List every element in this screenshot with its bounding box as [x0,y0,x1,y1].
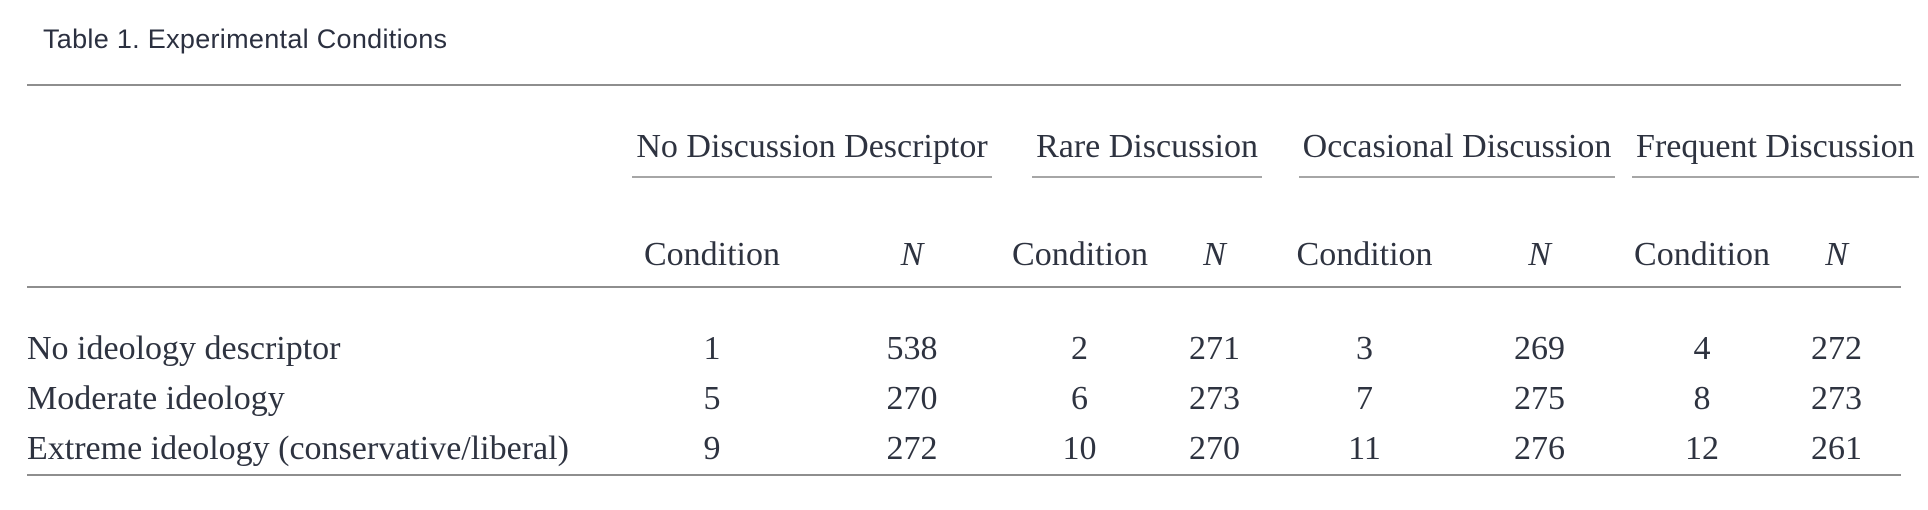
condition-value: 7 [1356,380,1374,417]
condition-value: 12 [1632,424,1773,476]
n-value: 272 [812,424,1013,476]
condition-value: 4 [1693,330,1711,367]
n-value: 271 [1189,330,1241,367]
subheader-row: Condition N Condition N Condition N Cond… [27,178,1902,288]
condition-value: 1 [703,330,721,367]
condition-value: 11 [1282,424,1448,476]
group-header-rare-discussion: Rare Discussion [1012,85,1282,178]
subheader-condition: Condition [1632,178,1773,288]
row-label: Moderate ideology [27,380,285,417]
group-header-no-discussion: No Discussion Descriptor [612,85,1012,178]
subheader-n: N [1447,178,1633,288]
condition-value: 6 [1071,380,1089,417]
stub-subheader-cell [27,178,612,288]
n-value: 538 [886,330,938,367]
group-header-frequent-discussion: Frequent Discussion [1632,85,1919,178]
n-value: 272 [1811,330,1863,367]
condition-value: 10 [1012,424,1148,476]
table-row-extreme-ideology: Extreme ideology (conservative/liberal) … [27,424,1902,476]
experimental-conditions-table-wrap: No Discussion Descriptor Rare Discussion… [27,84,1919,476]
subheader-n: N [1147,178,1283,288]
table-row-no-ideology: No ideology descriptor 1 538 2 271 3 269… [27,287,1901,374]
subheader-condition: Condition [1282,178,1448,288]
subheader-condition: Condition [612,178,812,288]
table-row-moderate-ideology: Moderate ideology 5 270 6 273 7 275 8 27… [27,374,1901,424]
condition-value: 3 [1356,330,1374,367]
group-header-label: No Discussion Descriptor [632,127,992,178]
n-value: 276 [1447,424,1633,476]
n-value: 269 [1514,330,1566,367]
group-header-label: Rare Discussion [1032,127,1262,178]
condition-value: 2 [1071,330,1089,367]
condition-value: 5 [703,380,721,417]
experimental-conditions-table: No Discussion Descriptor Rare Discussion… [27,84,1919,476]
table-title: Table 1. Experimental Conditions [43,24,448,54]
subheader-n: N [812,178,1013,288]
group-header-label: Frequent Discussion [1632,127,1919,178]
subheader-n: N [1772,178,1902,288]
condition-value: 9 [612,424,812,476]
row-label: No ideology descriptor [27,330,341,367]
row-label: Extreme ideology (conservative/liberal) [27,424,612,476]
stub-header-cell [27,85,612,178]
condition-value: 8 [1693,380,1711,417]
n-value: 270 [1147,424,1283,476]
group-header-occasional-discussion: Occasional Discussion [1282,85,1632,178]
n-value: 273 [1189,380,1241,417]
group-header-row: No Discussion Descriptor Rare Discussion… [27,85,1919,178]
group-header-label: Occasional Discussion [1298,127,1616,178]
n-value: 261 [1772,424,1902,476]
n-value: 275 [1514,380,1566,417]
n-value: 273 [1811,380,1863,417]
subheader-condition: Condition [1012,178,1148,288]
n-value: 270 [886,380,938,417]
